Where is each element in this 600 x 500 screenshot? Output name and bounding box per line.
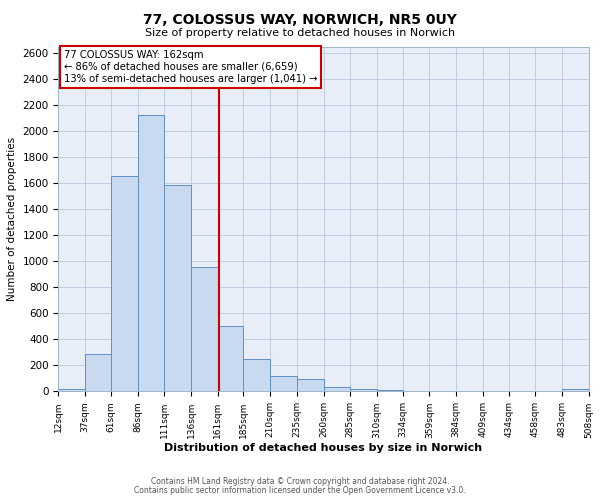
- Text: Size of property relative to detached houses in Norwich: Size of property relative to detached ho…: [145, 28, 455, 38]
- Text: Contains HM Land Registry data © Crown copyright and database right 2024.: Contains HM Land Registry data © Crown c…: [151, 477, 449, 486]
- Bar: [218, 326, 244, 392]
- Text: Contains public sector information licensed under the Open Government Licence v3: Contains public sector information licen…: [134, 486, 466, 495]
- Bar: [58, 389, 85, 392]
- Bar: [191, 266, 218, 392]
- Bar: [85, 354, 111, 392]
- Bar: [137, 114, 164, 392]
- Bar: [270, 376, 297, 392]
- X-axis label: Distribution of detached houses by size in Norwich: Distribution of detached houses by size …: [164, 443, 482, 453]
- Bar: [403, 391, 430, 392]
- Y-axis label: Number of detached properties: Number of detached properties: [7, 137, 17, 301]
- Bar: [323, 387, 350, 392]
- Text: 77 COLOSSUS WAY: 162sqm
← 86% of detached houses are smaller (6,659)
13% of semi: 77 COLOSSUS WAY: 162sqm ← 86% of detache…: [64, 50, 317, 84]
- Bar: [562, 390, 589, 392]
- Bar: [111, 176, 137, 392]
- Text: 77, COLOSSUS WAY, NORWICH, NR5 0UY: 77, COLOSSUS WAY, NORWICH, NR5 0UY: [143, 12, 457, 26]
- Bar: [244, 359, 270, 392]
- Bar: [350, 390, 377, 392]
- Bar: [297, 379, 323, 392]
- Bar: [377, 390, 403, 392]
- Bar: [164, 184, 191, 392]
